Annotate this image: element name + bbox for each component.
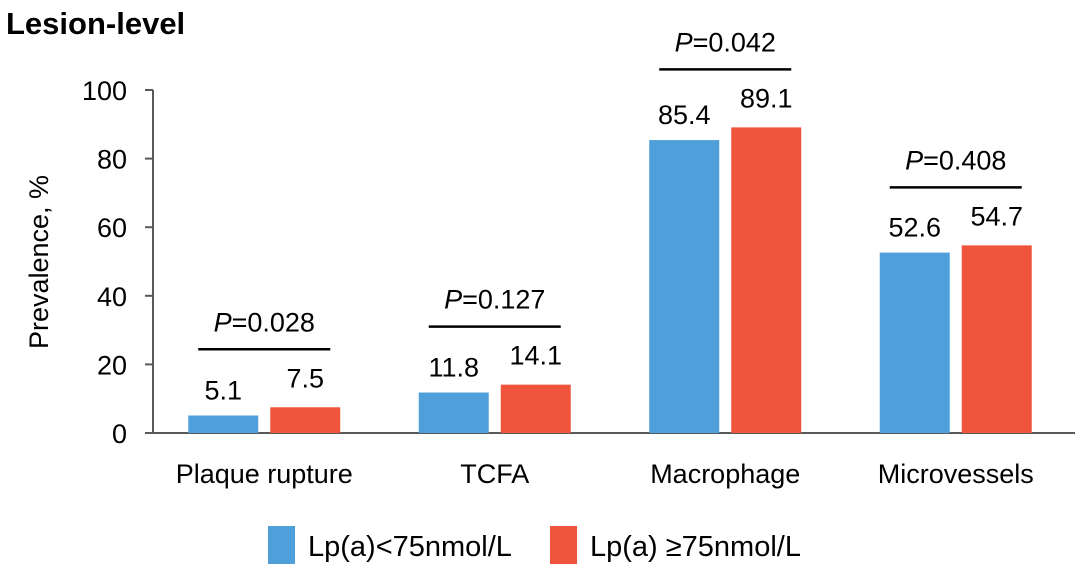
- data-label: 11.8: [428, 353, 479, 383]
- data-label: 14.1: [509, 341, 562, 371]
- axes: 0 20 40 60 80 100 Plaque rupture TCFA Macrophage…: [82, 76, 1075, 489]
- y-tick-label: 60: [97, 213, 127, 243]
- y-tick-label: 20: [97, 350, 127, 380]
- bar-low: [418, 392, 489, 433]
- x-tick-label: Macrophage: [650, 459, 800, 489]
- p-value: =0.408: [923, 145, 1006, 175]
- p-symbol: P: [214, 307, 232, 337]
- p-value-label: P=0.127: [444, 285, 545, 315]
- legend: Lp(a)<75nmol/L Lp(a) ≥75nmol/L: [268, 526, 801, 564]
- p-value-label: P=0.408: [905, 145, 1006, 175]
- p-value-label: P=0.042: [675, 27, 776, 57]
- bar-low: [188, 415, 259, 433]
- data-label: 7.5: [286, 363, 324, 393]
- data-label: 85.4: [658, 100, 711, 130]
- chart-title: Lesion-level: [6, 6, 186, 41]
- p-value: =0.042: [693, 27, 776, 57]
- p-symbol: P: [905, 145, 923, 175]
- bar-low: [879, 252, 950, 433]
- y-tick-label: 80: [97, 145, 127, 175]
- bar-low: [649, 140, 720, 433]
- p-symbol: P: [675, 27, 693, 57]
- y-tick-label: 40: [97, 282, 127, 312]
- bar-high: [270, 407, 341, 433]
- p-value: =0.028: [232, 307, 315, 337]
- bar-high: [961, 245, 1032, 433]
- bar-high: [731, 127, 802, 434]
- legend-swatch: [268, 526, 295, 564]
- x-tick-label: Microvessels: [878, 459, 1034, 489]
- data-label: 52.6: [888, 213, 941, 243]
- data-label: 89.1: [740, 83, 793, 113]
- bar-high: [500, 384, 571, 433]
- x-tick-label: Plaque rupture: [176, 459, 353, 489]
- data-labels: 5.1 7.5 11.8 14.1 85.4 89.1 52.6 54.7: [204, 83, 1023, 405]
- legend-label: Lp(a) ≥75nmol/L: [590, 531, 801, 563]
- p-symbol: P: [444, 285, 462, 315]
- data-label: 54.7: [970, 201, 1023, 231]
- x-tick-label: TCFA: [460, 459, 529, 489]
- bars: [188, 127, 1032, 434]
- legend-label: Lp(a)<75nmol/L: [308, 531, 512, 563]
- p-value: =0.127: [462, 285, 545, 315]
- y-tick-label: 100: [82, 76, 127, 106]
- y-tick-label: 0: [112, 419, 127, 449]
- y-axis-label: Prevalence, %: [24, 175, 54, 349]
- legend-swatch: [550, 526, 577, 564]
- data-label: 5.1: [204, 376, 242, 406]
- p-value-label: P=0.028: [214, 307, 315, 337]
